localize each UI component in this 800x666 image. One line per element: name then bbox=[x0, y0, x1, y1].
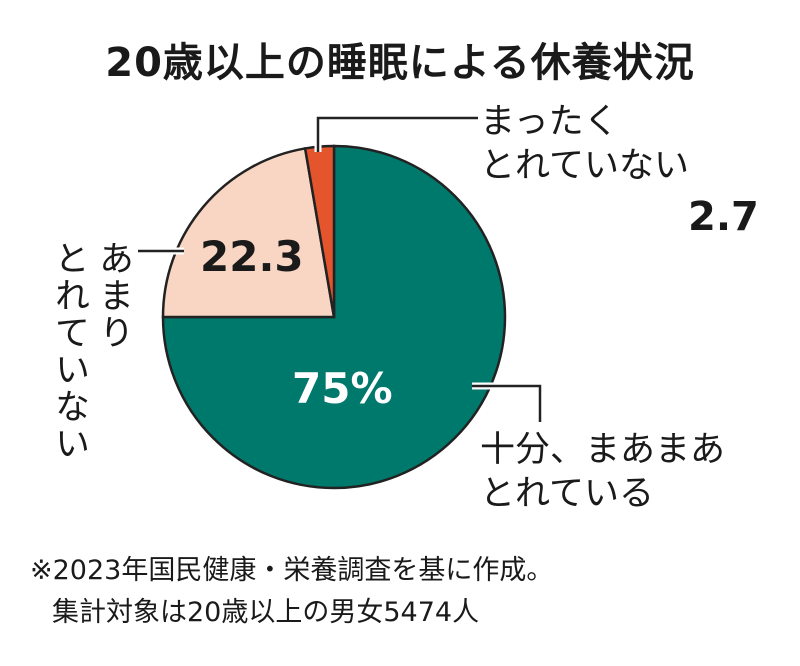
note-line1: ※2023年国民健康・栄養調査を基に作成。 bbox=[30, 555, 554, 586]
label-none-line2: とれていない bbox=[480, 146, 689, 186]
leader-line-none bbox=[316, 116, 478, 152]
value-rarely: 22.3 bbox=[200, 232, 304, 281]
label-rarely-line1: あまり bbox=[93, 240, 133, 351]
value-enough: 75% bbox=[292, 364, 393, 413]
label-none: まったく とれていない bbox=[480, 100, 689, 188]
value-none: 2.7 bbox=[688, 194, 759, 240]
leader-line-enough bbox=[472, 384, 542, 422]
note-line2: 集計対象は20歳以上の男女5474人 bbox=[52, 597, 480, 628]
label-none-line1: まったく bbox=[480, 102, 619, 142]
pie-slice-1 bbox=[161, 147, 336, 319]
pie-slice-0 bbox=[161, 144, 507, 490]
label-enough: 十分、まあまあ とれている bbox=[480, 428, 725, 516]
label-enough-line2: とれている bbox=[480, 474, 654, 514]
label-rarely-line2: とれていない bbox=[49, 240, 89, 462]
chart-title: 20歳以上の睡眠による休養状況 bbox=[105, 40, 695, 86]
label-enough-line1: 十分、まあまあ bbox=[480, 430, 726, 470]
